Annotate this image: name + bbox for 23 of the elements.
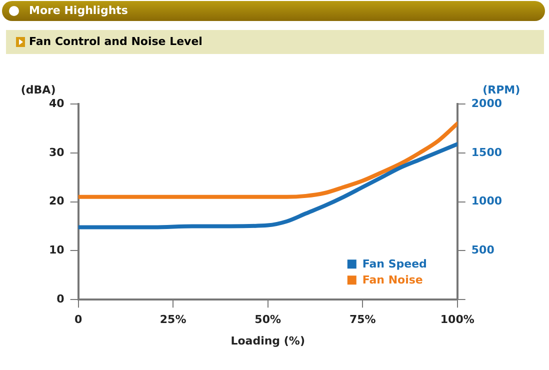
line-series — [78, 122, 458, 199]
x-tick-label: 0 — [74, 313, 82, 326]
x-tick-label: 50% — [254, 313, 282, 326]
y-tick-label: 20 — [48, 194, 65, 208]
x-tick-label: 100% — [440, 313, 474, 326]
chart-subtitle: Fan Control and Noise Level — [29, 34, 202, 50]
chart-title: More Highlights — [29, 3, 128, 19]
y-tick-label: 40 — [48, 96, 65, 110]
y-tick-label: 0 — [56, 292, 65, 306]
y2-tick-label: 500 — [471, 244, 495, 257]
legend-label: Fan Noise — [362, 273, 423, 286]
y-axis-title: (dBA) — [20, 83, 56, 96]
x-axis-title: Loading (%) — [230, 334, 305, 348]
x-tick-label: 75% — [349, 313, 376, 326]
x-tick-label: 25% — [160, 313, 186, 326]
legend-label: Fan Speed — [362, 257, 427, 270]
y-tick-label: 30 — [48, 146, 65, 159]
line-series — [78, 142, 458, 230]
y2-tick-label: 2000 — [471, 96, 502, 110]
y2-tick-label: 1000 — [471, 194, 502, 208]
y2-axis-title: (RPM) — [482, 83, 520, 96]
y-tick-label: 10 — [48, 244, 65, 257]
y2-tick-label: 1500 — [471, 146, 502, 159]
